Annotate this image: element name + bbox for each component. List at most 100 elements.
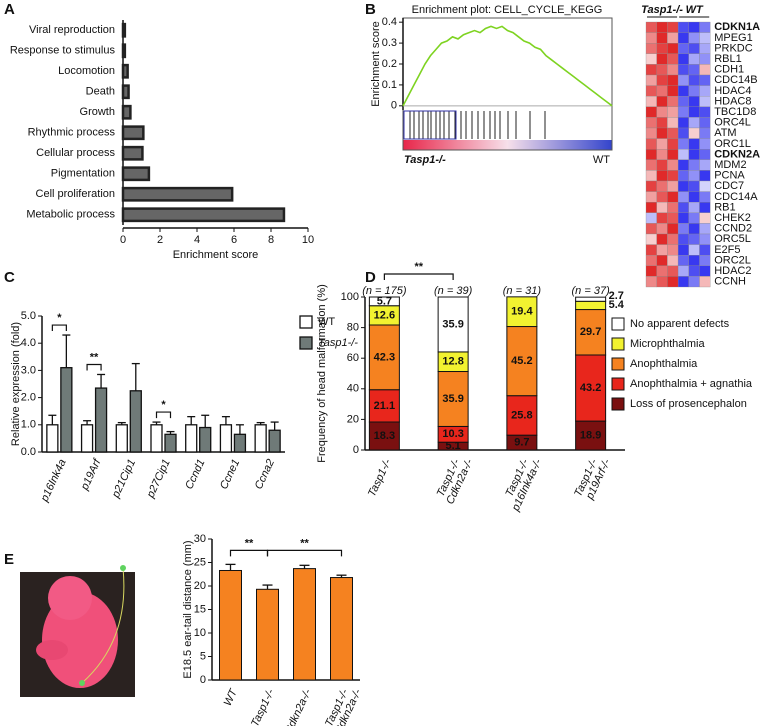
segment: [368, 296, 400, 307]
segment: [506, 395, 538, 436]
heat-cell: [656, 276, 668, 288]
value-label: 9.7: [514, 436, 529, 448]
heat-cell: [677, 85, 689, 97]
heat-cell: [656, 53, 668, 65]
value-label: 5.1: [445, 440, 460, 452]
heat-cell: [699, 53, 711, 65]
heat-cell: [645, 255, 657, 266]
heat-cell: [645, 32, 657, 44]
legend-label: Microphthalmia: [630, 338, 705, 350]
heat-cell: [656, 202, 668, 213]
value-label: 12.8: [442, 356, 463, 368]
category-label: Viral reproduction: [29, 24, 115, 36]
embryo-head: [48, 576, 92, 620]
bar: [129, 390, 142, 453]
y-axis-label: Enrichment score: [370, 21, 382, 107]
value-label: 18.3: [374, 430, 395, 442]
y-tick-label: 0.4: [382, 16, 397, 28]
heat-cell: [677, 180, 689, 192]
gene-label: CCND2: [714, 223, 752, 235]
heat-cell: [677, 212, 689, 224]
heat-cell: [667, 127, 679, 139]
segment: [506, 326, 538, 397]
rank-gradient: [403, 140, 612, 150]
heat-cell: [699, 106, 711, 118]
y-tick-label: 20: [194, 580, 206, 592]
heat-cell: [645, 117, 657, 129]
significance-bracket: [51, 324, 67, 332]
y-tick-label: 3.0: [21, 364, 36, 376]
gene-label: CHEK2: [714, 212, 751, 224]
gene-label: PRKDC: [714, 42, 753, 54]
heat-cell: [656, 170, 668, 182]
legend-label: WT: [318, 316, 335, 328]
heat-cell: [667, 191, 679, 203]
category-label: Cell proliferation: [36, 188, 115, 200]
group-label: WT: [686, 4, 704, 16]
value-label: 21.1: [374, 400, 395, 412]
heat-cell: [667, 233, 679, 245]
y-tick-label: 0.1: [382, 79, 397, 91]
segment: [437, 296, 469, 353]
y-tick-label: 1.0: [21, 419, 36, 431]
y-tick-label: 0.3: [382, 37, 397, 49]
legend-swatch: [611, 377, 625, 391]
heat-cell: [656, 32, 668, 44]
heat-cell: [688, 233, 700, 245]
heat-cell: [645, 53, 657, 65]
heat-cell: [677, 255, 689, 266]
heat-cell: [677, 43, 689, 54]
heat-cell: [645, 64, 657, 76]
category-label: Growth: [80, 106, 115, 118]
y-tick-label: 0.2: [382, 58, 397, 70]
heat-cell: [699, 170, 711, 182]
x-tick-label: 8: [268, 234, 274, 246]
x-tick-label: 6: [231, 234, 237, 246]
x-tick-label: 10: [302, 234, 314, 246]
y-tick-label: 0.0: [21, 446, 36, 458]
gene-label: CDC7: [714, 180, 744, 192]
bar: [121, 166, 151, 182]
significance-bracket: [383, 273, 454, 280]
bar: [150, 424, 163, 453]
heat-cell: [656, 85, 668, 97]
bar: [46, 424, 59, 453]
x-tick-label: WT: [222, 686, 241, 708]
significance-bracket: [155, 411, 172, 419]
segment: [368, 324, 400, 391]
significance-bracket: [86, 363, 102, 371]
x-tick-label: p21Cip1: [110, 457, 139, 500]
legend-swatch: [299, 315, 313, 329]
heat-cell: [677, 191, 689, 203]
left-label: Tasp1-/-: [404, 154, 446, 166]
y-tick-label: 4.0: [21, 337, 36, 349]
n-label: (n = 37): [572, 285, 611, 297]
heat-cell: [656, 212, 668, 224]
heat-cell: [667, 180, 679, 192]
heat-cell: [645, 244, 657, 256]
heat-cell: [656, 96, 668, 107]
significance-bracket: [229, 549, 269, 557]
heat-cell: [688, 53, 700, 65]
measure-line: [81, 567, 125, 684]
heat-cell: [667, 149, 679, 160]
heat-cell: [699, 233, 711, 245]
heat-cell: [688, 170, 700, 182]
gene-label: RB1: [714, 201, 735, 213]
heat-cell: [656, 265, 668, 277]
legend-swatch: [611, 397, 625, 411]
heat-cell: [667, 276, 679, 288]
chart-title: Enrichment plot: CELL_CYCLE_KEGG: [412, 4, 603, 16]
gene-label: CDC14A: [714, 191, 758, 203]
category-label: Response to stimulus: [10, 45, 116, 57]
bar: [121, 84, 130, 100]
embryo-limb: [36, 640, 68, 660]
heat-cell: [645, 138, 657, 150]
heat-cell: [667, 32, 679, 44]
significance-bracket-label: **: [300, 537, 309, 549]
heat-cell: [656, 127, 668, 139]
n-label: (n = 31): [503, 285, 542, 297]
heat-cell: [677, 170, 689, 182]
heat-cell: [645, 202, 657, 213]
legend-label: Anophthalmia + agnathia: [630, 378, 753, 390]
